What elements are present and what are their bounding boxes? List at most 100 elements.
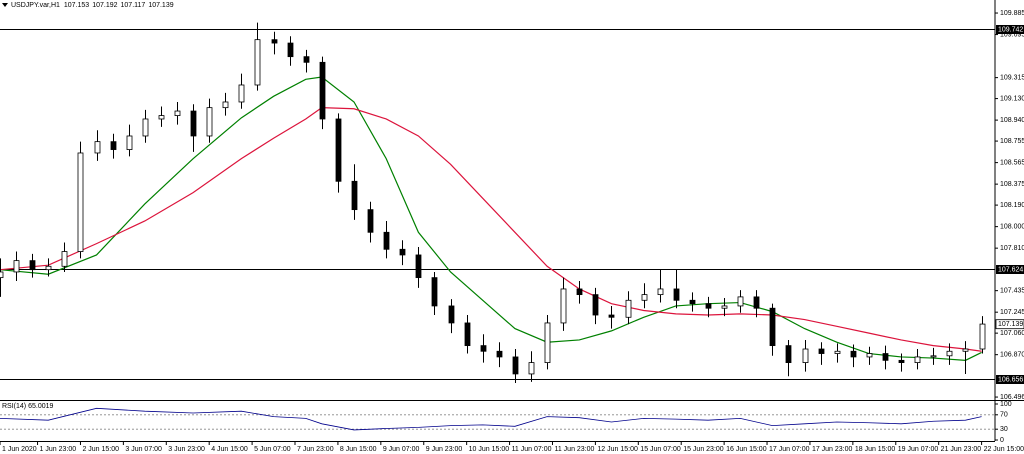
y-tick-label: 109.885 <box>1000 10 1024 17</box>
candle-body <box>769 307 776 347</box>
indicator-value: 65.0019 <box>28 403 53 410</box>
x-tick-label: 18 Jun 15:00 <box>855 446 896 453</box>
x-tick-label: 3 Jun 23:00 <box>168 446 205 453</box>
x-tick-label: 17 Jun 23:00 <box>812 446 853 453</box>
indicator-tick-label: 70 <box>1000 412 1008 419</box>
candle-body <box>898 359 905 364</box>
candle-body <box>866 353 873 358</box>
x-tick-label: 5 Jun 07:00 <box>254 446 291 453</box>
candle-body <box>464 322 471 347</box>
candle-body <box>962 348 969 352</box>
candle-body <box>721 305 728 309</box>
indicator-tick-label: 30 <box>1000 426 1008 433</box>
indicator-line <box>0 407 982 431</box>
candle-body <box>882 353 889 361</box>
x-tick-label: 3 Jun 07:00 <box>125 446 162 453</box>
y-tick-label: 109.315 <box>1000 74 1024 81</box>
level-label-box <box>996 375 1024 384</box>
candle-body <box>415 254 422 279</box>
level-label: 106.656 <box>998 376 1023 383</box>
y-tick-label: 108.375 <box>1000 181 1024 188</box>
candle-body <box>158 115 165 120</box>
moving-average <box>0 107 982 352</box>
candle-body <box>705 303 712 309</box>
indicator-tick-label: 100 <box>1000 401 1012 408</box>
indicator-tick-label: 0 <box>1000 437 1004 444</box>
candle-body <box>608 314 615 318</box>
candle-body <box>689 299 696 305</box>
level-label-box <box>996 25 1024 34</box>
candle-body <box>480 345 487 352</box>
candle-body <box>528 362 535 375</box>
candle-body <box>190 110 197 137</box>
x-tick-label: 2 Jun 15:00 <box>82 446 119 453</box>
header-ohlc: 107.192 <box>92 2 117 9</box>
candle-body <box>673 288 680 301</box>
level-label: 107.624 <box>998 266 1023 273</box>
candle-body <box>785 345 792 364</box>
header-ohlc: 107.153 <box>64 2 89 9</box>
candle-body <box>222 101 229 109</box>
candle-body <box>448 305 455 324</box>
x-tick-label: 11 Jun 07:00 <box>512 446 552 453</box>
x-tick-label: 15 Jun 07:00 <box>640 446 681 453</box>
candle-body <box>254 39 261 86</box>
x-tick-label: 22 Jun 15:00 <box>984 446 1024 453</box>
header-ohlc: 107.139 <box>148 2 173 9</box>
candle-body <box>512 356 519 375</box>
candle-body <box>29 260 36 271</box>
y-tick-label: 108.565 <box>1000 159 1024 166</box>
candle-body <box>737 296 744 307</box>
x-tick-label: 21 Jun 23:00 <box>941 446 982 453</box>
candle-body <box>914 356 921 364</box>
moving-average <box>0 76 982 361</box>
candle-body <box>979 323 986 350</box>
y-tick-label: 106.496 <box>1000 394 1024 401</box>
x-tick-label: 8 Jun 15:00 <box>340 446 377 453</box>
candle-body <box>303 56 310 63</box>
level-label-box <box>996 265 1024 274</box>
current-price-box <box>995 319 1024 330</box>
candle-body <box>61 251 68 267</box>
candle-body <box>431 277 438 307</box>
candle-body <box>834 350 841 354</box>
candle-body <box>13 260 20 273</box>
candle-body <box>367 209 374 233</box>
candle-body <box>930 355 937 358</box>
candle-body <box>496 350 503 358</box>
candle-body <box>544 322 551 364</box>
candle-body <box>319 61 326 120</box>
candle-body <box>271 39 278 44</box>
x-tick-label: 1 Jun 23:00 <box>40 446 77 453</box>
y-tick-label: 107.435 <box>1000 287 1024 294</box>
candle-body <box>287 42 294 58</box>
y-tick-label: 107.245 <box>1000 309 1024 316</box>
level-label: 109.742 <box>998 26 1023 33</box>
y-tick-label: 108.000 <box>1000 223 1024 230</box>
y-tick-label: 106.870 <box>1000 352 1024 359</box>
candle-body <box>126 135 133 150</box>
candle-body <box>94 141 101 154</box>
candle-body <box>238 84 245 103</box>
x-tick-label: 4 Jun 15:00 <box>211 446 248 453</box>
plot-area <box>0 22 995 431</box>
candle-body <box>753 296 760 309</box>
y-tick-label: 107.060 <box>1000 330 1024 337</box>
y-tick-label: 109.130 <box>1000 95 1024 102</box>
x-tick-label: 10 Jun 15:00 <box>469 446 510 453</box>
x-tick-label: 9 Jun 07:00 <box>383 446 420 453</box>
y-tick-label: 107.810 <box>1000 245 1024 252</box>
candle-body <box>802 348 809 364</box>
candle-body <box>110 141 117 150</box>
y-tick-label: 108.190 <box>1000 202 1024 209</box>
candle-body <box>399 248 406 256</box>
x-tick-label: 12 Jun 15:00 <box>597 446 638 453</box>
candle-body <box>946 350 953 357</box>
x-tick-label: 19 Jun 07:00 <box>898 446 939 453</box>
x-tick-label: 16 Jun 15:00 <box>726 446 767 453</box>
y-tick-label: 109.695 <box>1000 31 1024 38</box>
menu-triangle[interactable] <box>2 3 8 7</box>
x-tick-label: 11 Jun 23:00 <box>554 446 594 453</box>
